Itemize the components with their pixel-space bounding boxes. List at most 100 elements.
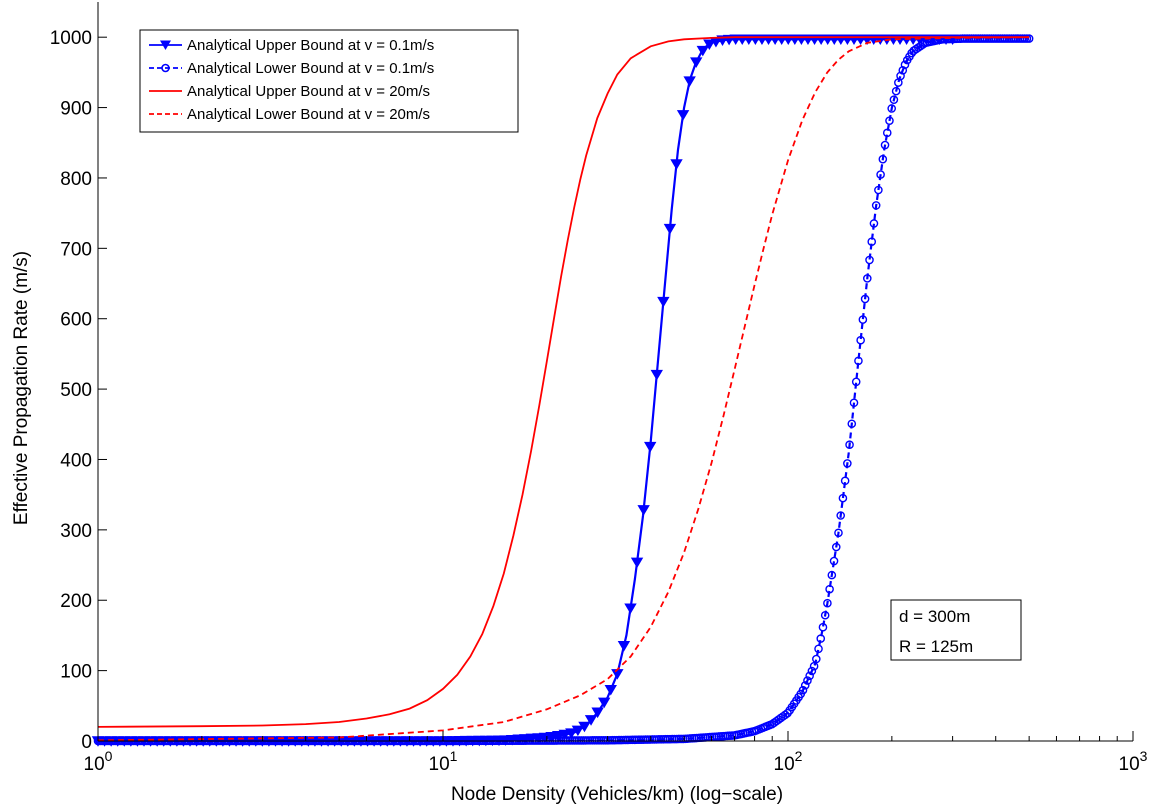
data-point (650, 369, 663, 381)
data-point (676, 110, 690, 121)
y-tick-label: 500 (60, 380, 92, 401)
data-point (845, 440, 854, 450)
data-point (690, 57, 703, 68)
data-point (657, 296, 670, 308)
y-axis-label: Effective Propagation Rate (m/s) (11, 251, 32, 525)
data-point (805, 671, 814, 681)
data-point (829, 556, 839, 566)
series-4 (97, 36, 1030, 742)
series-line (97, 36, 1030, 728)
data-point (878, 154, 888, 164)
data-point (882, 128, 892, 138)
data-point (818, 622, 828, 632)
data-point (663, 223, 677, 235)
series-3 (97, 36, 1030, 728)
data-point (840, 476, 850, 486)
y-tick-label: 300 (60, 521, 92, 542)
data-point (836, 511, 845, 520)
data-point (812, 654, 821, 664)
data-point (885, 116, 894, 125)
annotation-line-1: d = 300m (899, 607, 970, 626)
data-point (843, 459, 852, 468)
data-point (565, 728, 578, 739)
data-point (591, 707, 604, 719)
y-tick-label: 900 (60, 99, 92, 120)
data-point (876, 170, 885, 179)
data-point (571, 725, 585, 737)
annotation-line-2: R = 125m (899, 637, 973, 656)
data-point (670, 159, 683, 170)
y-tick-label: 100 (60, 662, 92, 683)
data-point (798, 685, 808, 695)
legend-label: Analytical Lower Bound at v = 20m/s (187, 106, 430, 123)
data-point (617, 641, 631, 652)
legend: Analytical Upper Bound at v = 0.1m/s Anal… (139, 29, 519, 133)
data-point (896, 71, 905, 81)
data-point (858, 315, 868, 324)
data-point (644, 441, 657, 453)
data-point (838, 493, 848, 503)
data-point (871, 201, 881, 210)
x-tick-label: 103 (1119, 748, 1148, 775)
annotation-box: d = 300m R = 125m (890, 599, 1022, 661)
data-point (854, 356, 863, 366)
data-point (880, 140, 890, 150)
legend-box (139, 29, 519, 133)
data-point (889, 95, 899, 104)
y-tick-label: 600 (60, 310, 92, 331)
legend-marker (161, 63, 170, 73)
data-point (898, 66, 908, 75)
data-point (900, 60, 910, 70)
data-point (867, 237, 877, 247)
x-tick-label: 100 (84, 748, 113, 775)
y-tick-label: 800 (60, 169, 92, 190)
y-tick-label: 700 (60, 239, 92, 260)
data-point (887, 104, 896, 113)
data-point (624, 603, 637, 615)
data-point (860, 294, 870, 304)
annotation-frame (890, 599, 1022, 661)
y-tick-label: 0 (81, 732, 92, 753)
data-point (851, 377, 861, 387)
data-point (869, 219, 879, 228)
data-point (865, 255, 874, 265)
data-point (780, 710, 790, 720)
x-axis-label: Node Density (Vehicles/km) (log−scale) (451, 784, 783, 805)
y-tick-label: 400 (60, 450, 92, 471)
data-point (820, 610, 830, 620)
x-tick-label: 102 (774, 748, 803, 775)
legend-label: Analytical Upper Bound at v = 20m/s (187, 83, 430, 100)
data-point (847, 419, 857, 429)
data-point (703, 39, 716, 51)
y-tick-label: 1000 (50, 28, 92, 49)
data-point (814, 644, 823, 654)
data-point (834, 528, 843, 538)
data-point (1024, 34, 1034, 43)
data-point (816, 634, 826, 643)
data-point (803, 676, 812, 685)
data-point (891, 86, 901, 96)
data-point (578, 721, 591, 733)
data-point (856, 335, 865, 345)
data-point (831, 542, 841, 552)
data-point (558, 729, 571, 741)
data-point (874, 185, 883, 195)
data-point (849, 398, 859, 408)
legend-marker (160, 40, 171, 50)
data-point (683, 76, 696, 87)
data-point (630, 557, 644, 569)
data-point (584, 715, 598, 726)
data-point (604, 684, 617, 696)
data-point (597, 697, 611, 709)
data-point (807, 666, 817, 676)
data-point (863, 274, 872, 283)
data-point (825, 584, 834, 594)
data-point (827, 570, 837, 580)
legend-label: Analytical Upper Bound at v = 0.1m/s (187, 37, 434, 54)
data-point (823, 598, 832, 608)
data-point (637, 505, 650, 516)
legend-label: Analytical Lower Bound at v = 0.1m/s (187, 60, 434, 77)
x-tick-label: 101 (429, 748, 458, 775)
